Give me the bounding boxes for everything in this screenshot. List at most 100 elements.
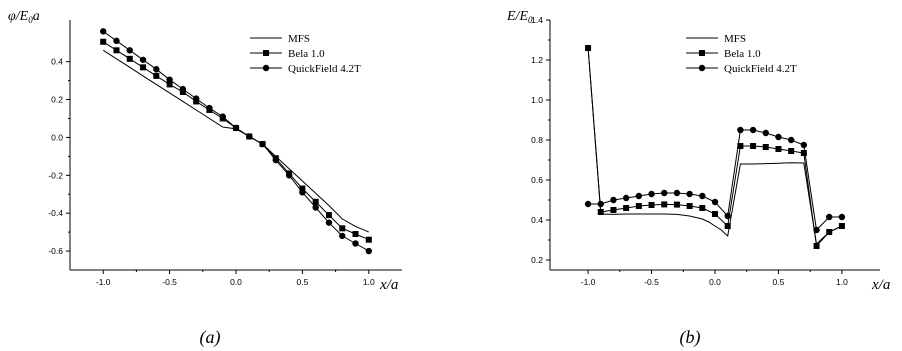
square-marker <box>365 236 372 243</box>
circle-marker <box>610 196 617 204</box>
circle-marker <box>219 113 226 120</box>
square-marker <box>352 231 359 238</box>
panel-a-chart: -1.0 -0.5 0.0 0.5 1.0 -0.6 -0.4 -0.2 0.0 0.2 0.4 φ/… <box>8 9 402 348</box>
circle-marker <box>775 133 782 141</box>
series-line-0 <box>587 47 843 246</box>
square-marker <box>140 64 147 71</box>
circle-marker <box>179 85 187 93</box>
square-marker <box>800 150 807 156</box>
y-tick-label: 0.2 <box>51 95 63 105</box>
legend-circle-marker <box>262 64 270 72</box>
square-marker <box>312 198 319 205</box>
x-tick-label: 0.0 <box>709 277 721 287</box>
x-tick-label: 0.5 <box>296 277 308 287</box>
x-tick-label: -0.5 <box>644 277 659 287</box>
circle-marker <box>232 124 240 132</box>
circle-marker <box>139 56 147 63</box>
circle-marker <box>100 28 107 35</box>
square-marker <box>826 229 833 235</box>
square-marker <box>813 243 820 249</box>
circle-marker <box>711 198 719 206</box>
legend-square-marker <box>263 50 269 56</box>
square-marker <box>339 225 346 232</box>
square-marker <box>610 207 617 213</box>
legend-label: QuickField 4.2T <box>724 63 797 75</box>
circle-marker <box>584 200 592 208</box>
x-tick-label: -1.0 <box>96 277 111 287</box>
circle-marker <box>622 194 630 202</box>
square-marker <box>762 144 769 150</box>
circle-marker <box>838 213 846 221</box>
y-tick-label: -0.6 <box>48 246 63 256</box>
y-axis-label: E/E0 <box>506 9 533 25</box>
legend-square-marker <box>699 50 705 56</box>
square-marker <box>153 72 160 79</box>
x-tick-label: -0.5 <box>162 277 177 287</box>
square-marker <box>724 223 731 229</box>
y-tick-label: 1.2 <box>531 55 543 65</box>
circle-marker <box>126 47 133 54</box>
square-marker <box>838 223 845 229</box>
circle-marker <box>737 126 744 134</box>
x-tick-label: -1.0 <box>581 277 596 287</box>
square-marker <box>699 205 706 211</box>
square-marker <box>166 81 173 88</box>
square-marker <box>686 203 693 209</box>
circle-marker <box>192 95 200 102</box>
panel-caption: (b) <box>680 327 701 348</box>
circle-marker <box>813 226 820 234</box>
square-marker <box>113 47 120 54</box>
square-marker <box>661 201 668 208</box>
square-marker <box>750 143 757 149</box>
circle-marker <box>339 232 346 240</box>
circle-marker <box>597 200 604 208</box>
circle-marker <box>365 247 372 255</box>
square-marker <box>623 205 630 211</box>
panel-b-chart: -1.0 -0.5 0.0 0.5 1.0 0.2 0.4 0.6 0.8 1.0 1.2 1.4E/… <box>506 9 890 348</box>
y-tick-label: -0.4 <box>48 208 63 218</box>
square-marker <box>597 209 604 215</box>
square-marker <box>775 146 782 152</box>
circle-marker <box>724 212 731 220</box>
square-marker <box>126 55 133 62</box>
circle-marker <box>352 240 359 247</box>
y-tick-label: 0.2 <box>531 255 543 265</box>
circle-marker <box>299 189 306 196</box>
circle-marker <box>166 76 173 83</box>
series-line-0 <box>102 49 369 233</box>
legend-circle-marker <box>698 64 706 72</box>
circle-marker <box>661 189 668 197</box>
x-tick-label: 0.0 <box>230 277 242 287</box>
circle-marker <box>153 66 160 73</box>
circle-marker <box>686 190 693 198</box>
y-tick-label: 0.8 <box>531 135 543 145</box>
legend-label: QuickField 4.2T <box>288 63 361 75</box>
circle-marker <box>800 141 808 149</box>
circle-marker <box>787 136 795 144</box>
square-marker <box>788 148 795 154</box>
circle-marker <box>699 192 706 200</box>
y-tick-label: 0.0 <box>51 132 63 142</box>
y-tick-label: 0.4 <box>531 215 543 225</box>
circle-marker <box>635 192 643 200</box>
square-marker <box>673 201 680 208</box>
legend-label: MFS <box>288 33 310 45</box>
square-marker <box>585 45 592 51</box>
panel-caption: (a) <box>200 327 221 348</box>
square-marker <box>325 212 332 219</box>
circle-marker <box>259 140 266 148</box>
circle-marker <box>272 156 280 164</box>
square-marker <box>635 203 642 209</box>
square-marker <box>712 211 718 217</box>
circle-marker <box>762 129 769 137</box>
y-tick-label: 0.6 <box>531 175 543 185</box>
x-axis-label: x/a <box>871 277 890 293</box>
x-tick-label: 1.0 <box>363 277 375 287</box>
circle-marker <box>285 172 293 179</box>
circle-marker <box>113 37 120 45</box>
legend-label: Bela 1.0 <box>288 48 325 60</box>
circle-marker <box>312 204 319 211</box>
circle-marker <box>826 213 833 221</box>
x-axis-label: x/a <box>379 277 398 293</box>
legend-label: Bela 1.0 <box>724 48 761 60</box>
